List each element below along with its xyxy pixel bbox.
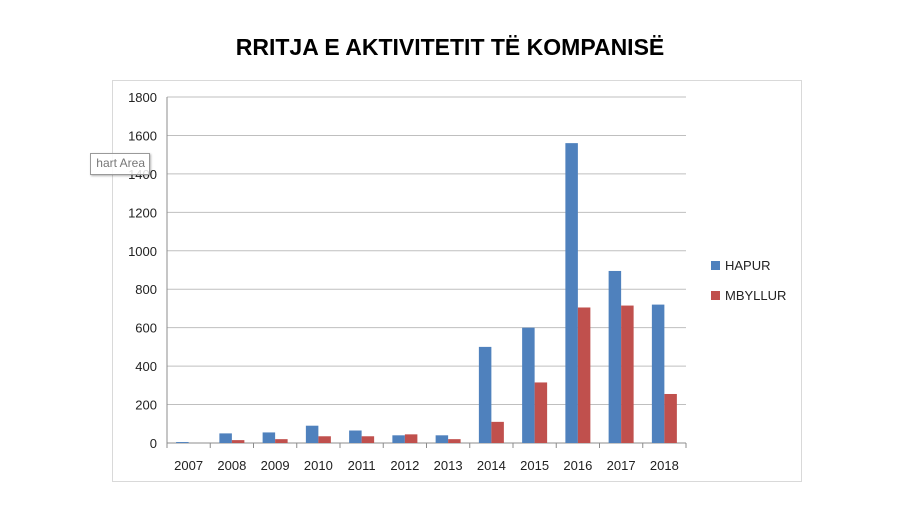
bar-mbyllur-2017	[621, 305, 634, 443]
bar-hapur-2011	[349, 430, 362, 443]
x-tick-label: 2011	[348, 458, 376, 473]
x-tick-label: 2014	[477, 458, 506, 473]
chart-area-tooltip: hart Area	[90, 153, 150, 175]
bar-hapur-2014	[478, 346, 492, 443]
legend-swatch-hapur	[711, 261, 720, 270]
bar-hapur-2017	[608, 270, 622, 443]
chart-title: RRITJA E AKTIVITETIT TË KOMPANISË	[235, 34, 665, 60]
x-tick-label: 2013	[434, 458, 463, 473]
y-tick-label: 1800	[128, 90, 157, 105]
bar-hapur-2012	[392, 435, 405, 443]
legend-label-hapur: HAPUR	[725, 258, 771, 273]
bar-mbyllur-2012	[404, 434, 418, 443]
x-tick-label: 2008	[217, 458, 246, 473]
bar-hapur-2018	[651, 304, 665, 443]
x-tick-label: 2012	[390, 458, 419, 473]
x-tick-label: 2017	[607, 458, 636, 473]
bar-hapur-2010	[305, 425, 319, 443]
x-tick-label: 2015	[520, 458, 549, 473]
x-tick-label: 2009	[261, 458, 290, 473]
bar-hapur-2008	[219, 433, 232, 443]
bar-hapur-2015	[522, 327, 535, 443]
x-tick-label: 2018	[650, 458, 679, 473]
y-tick-label: 1600	[128, 128, 157, 143]
tooltip-text: hart Area	[96, 156, 145, 170]
bar-mbyllur-2018	[664, 393, 677, 443]
bar-mbyllur-2013	[448, 439, 461, 443]
y-tick-label: 0	[150, 436, 157, 451]
bar-hapur-2013	[435, 435, 449, 443]
bar-mbyllur-2011	[361, 436, 375, 443]
bar-mbyllur-2008	[231, 440, 245, 443]
legend-label-mbyllur: MBYLLUR	[725, 288, 786, 303]
bar-mbyllur-2014	[491, 421, 504, 443]
bar-mbyllur-2010	[318, 436, 331, 443]
bar-hapur-2016	[565, 143, 578, 443]
y-tick-label: 200	[135, 398, 157, 413]
y-tick-label: 600	[135, 321, 157, 336]
x-tick-label: 2016	[563, 458, 592, 473]
bar-hapur-2007	[176, 442, 189, 443]
y-tick-label: 800	[135, 282, 157, 297]
y-tick-label: 1000	[128, 244, 157, 259]
bar-mbyllur-2015	[534, 382, 548, 443]
legend-swatch-mbyllur	[711, 291, 720, 300]
chart-area[interactable]	[112, 80, 802, 482]
bar-mbyllur-2016	[577, 307, 591, 443]
bar-hapur-2009	[262, 432, 276, 443]
bar-mbyllur-2009	[275, 439, 288, 443]
y-tick-label: 1200	[128, 205, 157, 220]
y-tick-label: 400	[135, 359, 157, 374]
x-tick-label: 2010	[304, 458, 333, 473]
x-tick-label: 2007	[174, 458, 203, 473]
